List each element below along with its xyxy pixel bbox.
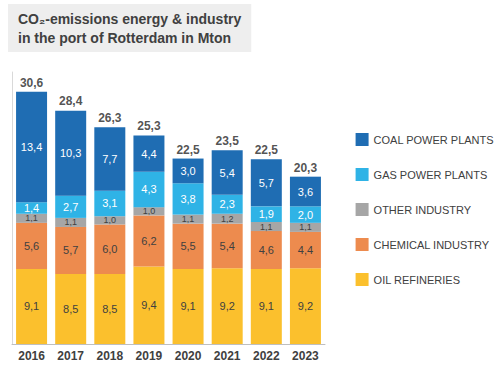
svg-text:2016: 2016 bbox=[18, 349, 45, 363]
svg-text:CO₂-emissions energy & industr: CO₂-emissions energy & industry bbox=[18, 11, 241, 27]
svg-text:4,4: 4,4 bbox=[298, 244, 313, 256]
svg-text:1,1: 1,1 bbox=[182, 214, 195, 224]
svg-text:25,3: 25,3 bbox=[137, 119, 161, 133]
svg-text:1,1: 1,1 bbox=[299, 222, 312, 232]
svg-text:28,4: 28,4 bbox=[59, 94, 83, 108]
svg-text:2,7: 2,7 bbox=[63, 201, 78, 213]
svg-text:6,0: 6,0 bbox=[102, 243, 117, 255]
svg-text:30,6: 30,6 bbox=[20, 76, 44, 90]
svg-text:2019: 2019 bbox=[136, 349, 163, 363]
svg-text:26,3: 26,3 bbox=[98, 111, 122, 125]
svg-text:CHEMICAL INDUSTRY: CHEMICAL INDUSTRY bbox=[374, 239, 490, 251]
svg-text:3,0: 3,0 bbox=[180, 165, 195, 177]
svg-text:2017: 2017 bbox=[57, 349, 84, 363]
svg-text:9,4: 9,4 bbox=[141, 299, 156, 311]
svg-text:8,5: 8,5 bbox=[102, 303, 117, 315]
svg-text:OTHER INDUSTRY: OTHER INDUSTRY bbox=[374, 204, 472, 216]
svg-text:2018: 2018 bbox=[96, 349, 123, 363]
svg-text:2020: 2020 bbox=[175, 349, 202, 363]
svg-text:1,0: 1,0 bbox=[143, 206, 156, 216]
svg-text:2023: 2023 bbox=[292, 349, 319, 363]
svg-text:8,5: 8,5 bbox=[63, 303, 78, 315]
svg-text:COAL POWER PLANTS: COAL POWER PLANTS bbox=[374, 134, 494, 146]
svg-text:1,0: 1,0 bbox=[104, 215, 117, 225]
svg-text:3,8: 3,8 bbox=[180, 193, 195, 205]
svg-text:9,2: 9,2 bbox=[220, 300, 235, 312]
svg-text:in the port of Rotterdam in Mt: in the port of Rotterdam in Mton bbox=[18, 30, 231, 46]
svg-text:13,4: 13,4 bbox=[21, 141, 42, 153]
svg-text:3,6: 3,6 bbox=[298, 186, 313, 198]
svg-text:1,1: 1,1 bbox=[64, 217, 77, 227]
svg-text:2,0: 2,0 bbox=[298, 209, 313, 221]
svg-text:6,2: 6,2 bbox=[141, 235, 156, 247]
svg-text:9,1: 9,1 bbox=[180, 300, 195, 312]
svg-text:4,4: 4,4 bbox=[141, 148, 156, 160]
svg-text:5,6: 5,6 bbox=[24, 240, 39, 252]
svg-text:1,9: 1,9 bbox=[259, 208, 274, 220]
svg-text:23,5: 23,5 bbox=[216, 134, 240, 148]
svg-text:GAS POWER PLANTS: GAS POWER PLANTS bbox=[374, 169, 488, 181]
svg-text:2,3: 2,3 bbox=[220, 198, 235, 210]
svg-text:2021: 2021 bbox=[214, 349, 241, 363]
svg-text:1,1: 1,1 bbox=[25, 213, 38, 223]
svg-text:10,3: 10,3 bbox=[60, 147, 81, 159]
svg-text:OIL REFINERIES: OIL REFINERIES bbox=[374, 274, 460, 286]
svg-text:1,4: 1,4 bbox=[24, 202, 39, 214]
svg-text:5,4: 5,4 bbox=[220, 240, 235, 252]
svg-text:7,7: 7,7 bbox=[102, 153, 117, 165]
svg-text:20,3: 20,3 bbox=[294, 161, 318, 175]
svg-text:5,7: 5,7 bbox=[259, 177, 274, 189]
svg-text:9,1: 9,1 bbox=[259, 300, 274, 312]
svg-text:1,1: 1,1 bbox=[260, 222, 273, 232]
svg-text:5,7: 5,7 bbox=[63, 244, 78, 256]
svg-text:3,1: 3,1 bbox=[102, 197, 117, 209]
svg-text:2022: 2022 bbox=[253, 349, 280, 363]
svg-text:9,2: 9,2 bbox=[298, 300, 313, 312]
svg-text:22,5: 22,5 bbox=[176, 143, 200, 157]
svg-text:5,5: 5,5 bbox=[180, 240, 195, 252]
svg-text:5,4: 5,4 bbox=[220, 167, 235, 179]
svg-text:4,6: 4,6 bbox=[259, 244, 274, 256]
svg-text:1,2: 1,2 bbox=[221, 214, 234, 224]
svg-text:9,1: 9,1 bbox=[24, 300, 39, 312]
svg-text:22,5: 22,5 bbox=[255, 143, 279, 157]
svg-text:4,3: 4,3 bbox=[141, 183, 156, 195]
